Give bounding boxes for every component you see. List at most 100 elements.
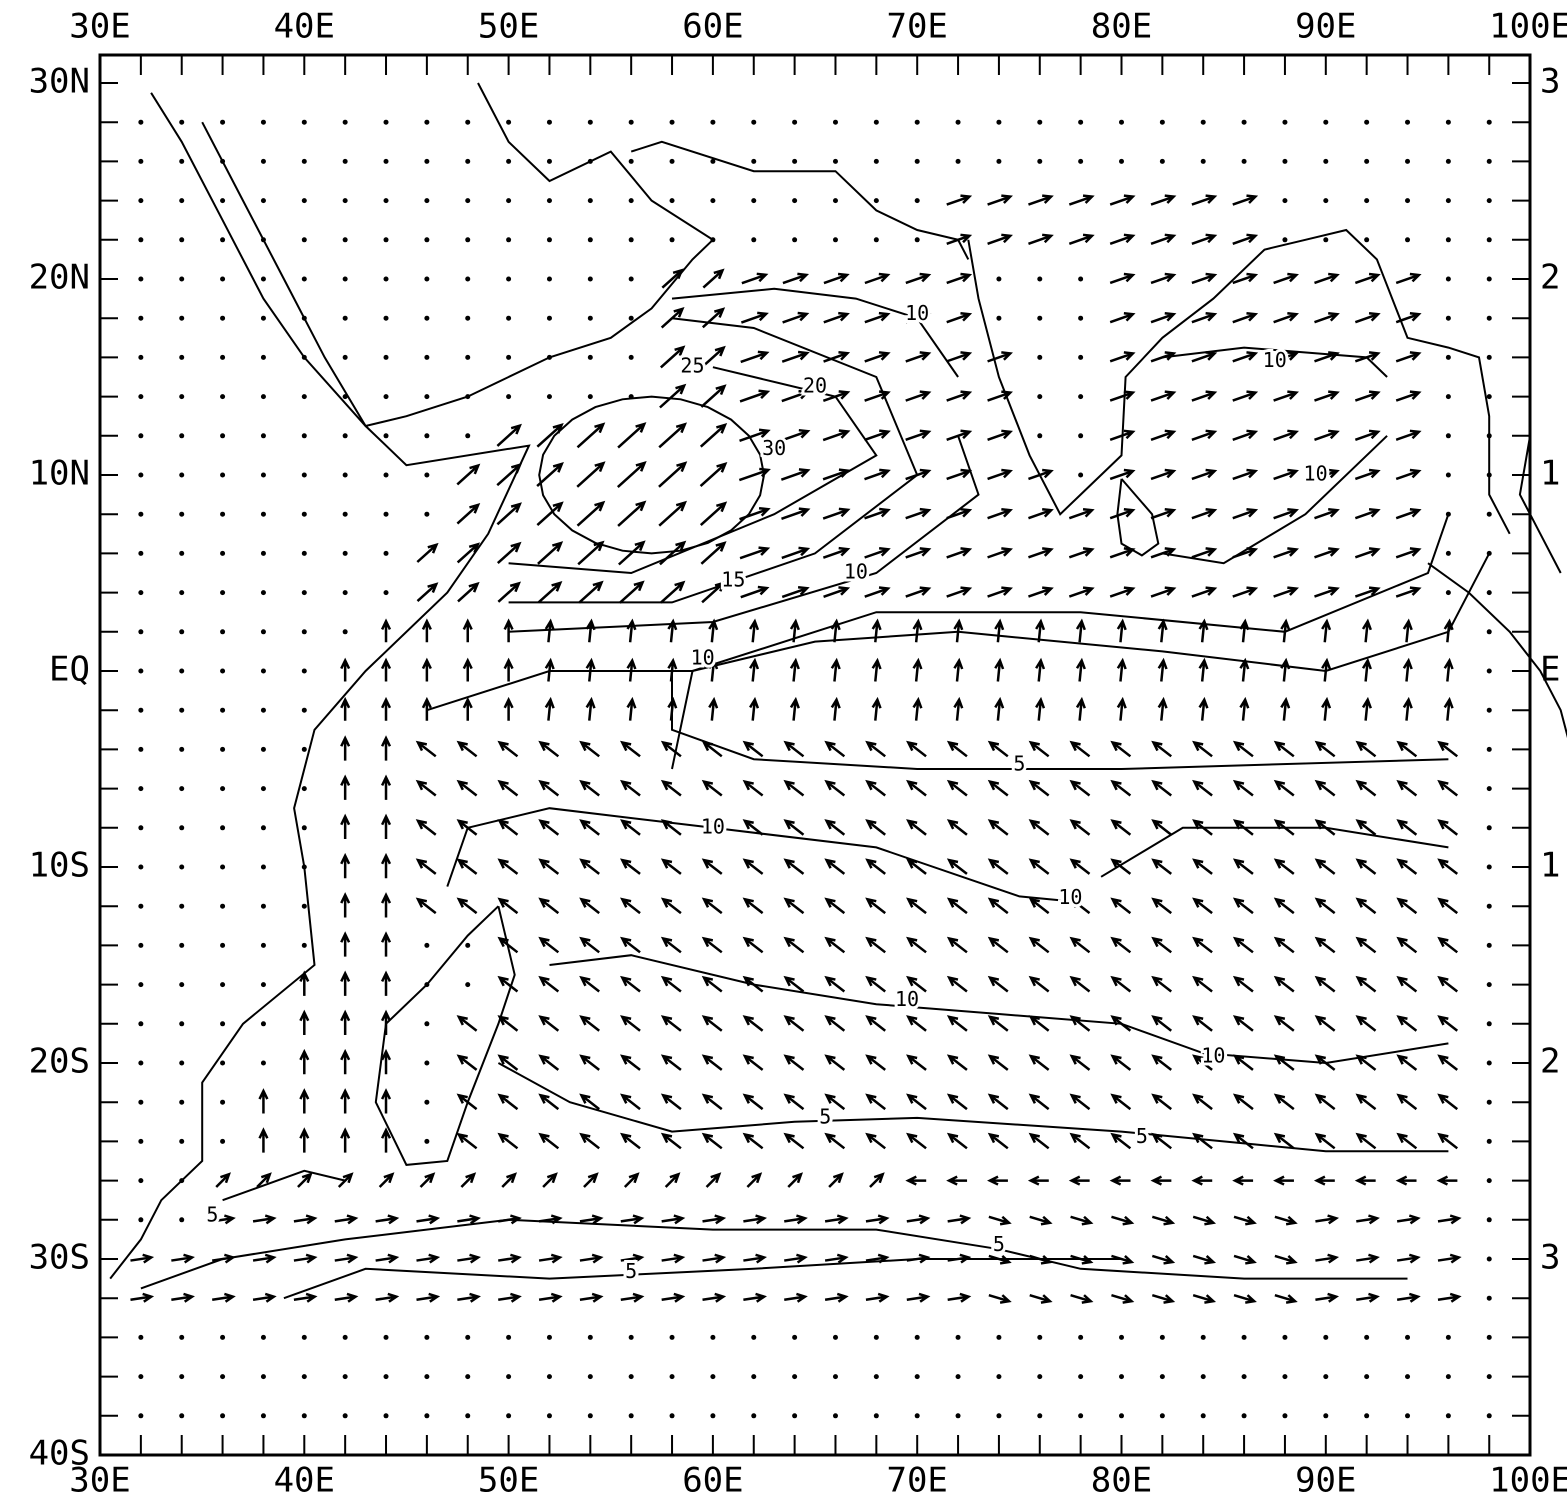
wind-arrow [1031,782,1049,796]
grid-dot [343,277,348,282]
grid-dot [138,1413,143,1418]
wind-arrow [1036,661,1044,682]
wind-arrow [1397,1216,1418,1224]
wind-arrow [990,1056,1008,1070]
wind-arrow [382,895,390,918]
wind-arrow [498,1216,519,1224]
wind-arrow [784,1294,805,1302]
grid-dot [1487,1139,1492,1144]
wind-arrow [1153,860,1171,874]
wind-arrow [457,1294,478,1302]
wind-arrow [300,1013,308,1036]
wind-arrow [668,700,676,721]
wind-arrow [1069,509,1092,518]
grid-dot [343,120,348,125]
grid-dot [424,1413,429,1418]
wind-arrow [541,938,559,952]
wind-arrow [294,1294,315,1302]
grid-dot [343,1413,348,1418]
wind-arrow [873,661,881,682]
bottom-label: 90E [1295,1461,1356,1501]
grid-dot [1364,120,1369,125]
grid-dot [1487,1296,1492,1301]
grid-dot [220,669,225,674]
wind-arrow [1276,899,1294,913]
wind-arrow [1363,661,1371,682]
wind-arrow [300,1091,308,1114]
wind-arrow [865,588,888,597]
grid-dot [1078,473,1083,478]
grid-dot [1446,316,1451,321]
wind-arrow [341,817,349,840]
wind-arrow [704,1056,722,1070]
wind-arrow [947,274,970,283]
wind-arrow [783,274,806,283]
wind-arrow [1192,274,1215,283]
grid-dot [424,512,429,517]
grid-dot [1405,120,1410,125]
grid-dot [138,433,143,438]
wind-arrow [421,1174,434,1187]
wind-arrow [541,1017,559,1031]
right-label: 1 [1540,454,1560,494]
contour-label: 15 [721,567,745,591]
top-label: 70E [886,7,947,47]
wind-arrow [294,1216,315,1224]
wind-arrow [1399,1095,1417,1109]
grid-dot [465,394,470,399]
wind-arrow [786,899,804,913]
wind-arrow [1031,1177,1049,1185]
wind-arrow [459,742,477,756]
wind-arrow [1358,860,1376,874]
wind-arrow [1192,548,1215,557]
wind-arrow [1233,313,1256,322]
grid-dot [547,120,552,125]
grid-dot [588,120,593,125]
wind-arrow [541,742,559,756]
wind-arrow [988,196,1011,205]
wind-arrow [539,1255,560,1263]
wind-arrow [423,661,431,682]
grid-dot [384,277,389,282]
wind-arrow [870,1174,883,1187]
grid-dot [1078,159,1083,164]
grid-dot [874,120,879,125]
wind-arrow [791,700,799,721]
grid-dot [710,159,715,164]
wind-arrow [497,465,520,485]
wind-arrow [500,899,518,913]
grid-dot [1323,159,1328,164]
wind-arrow [581,978,599,992]
wind-arrow [382,1013,390,1036]
wind-arrow [1439,782,1457,796]
grid-dot [138,473,143,478]
grid-dot [465,355,470,360]
grid-dot [220,904,225,909]
wind-arrow [666,1174,679,1187]
grid-dot [1037,394,1042,399]
wind-arrow [1235,1017,1253,1031]
contour-label: 30 [762,436,786,460]
grid-dot [670,1335,675,1340]
wind-arrow [1159,700,1167,721]
grid-dot [343,316,348,321]
contour [509,367,877,573]
wind-arrow [1314,274,1337,283]
grid-dot [302,551,307,556]
grid-dot [465,982,470,987]
wind-arrow [621,1294,642,1302]
wind-arrow [577,463,603,487]
wind-arrow [382,973,390,996]
wind-arrow [1192,196,1215,205]
left-label: EQ [49,650,90,690]
coastline [968,230,1509,534]
wind-arrow [741,313,766,323]
left-label: 10N [29,454,90,494]
grid-dot [1487,708,1492,713]
grid-dot [710,198,715,203]
grid-dot [547,1374,552,1379]
contour [1101,828,1448,877]
wind-arrow [908,1017,926,1031]
grid-dot [220,1100,225,1105]
wind-arrow [914,661,922,682]
